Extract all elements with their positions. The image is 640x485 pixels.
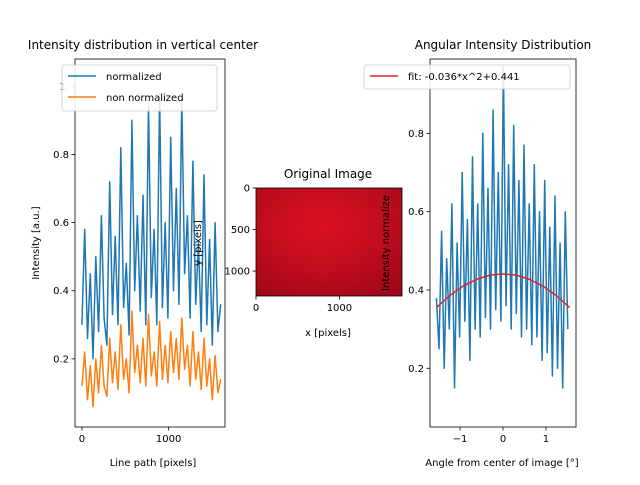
legend-box-1 <box>61 64 218 112</box>
legend-box-3 <box>363 64 571 90</box>
legend-label-normalized: normalized <box>106 72 162 83</box>
x-axis-label-2: x [pixels] <box>305 328 351 339</box>
x-tick-label-3-1: −1 <box>453 434 468 445</box>
legend-1: normalized non normalized <box>61 64 218 112</box>
legend-label-non-normalized: non normalized <box>106 93 184 104</box>
x-tick-label-3-0: 0 <box>500 434 506 445</box>
x-axis-label-3: Angle from center of image [°] <box>425 458 578 469</box>
chart-title-2: Original Image <box>284 167 372 181</box>
series-line-3-s0 <box>435 66 569 389</box>
axes-frame-1 <box>74 58 226 428</box>
x-tick-label-2-0: 0 <box>253 303 259 314</box>
y-tick-label-2-500: 500 <box>231 225 250 236</box>
axes-frame-2 <box>255 187 403 297</box>
x-tick-label-2-1000: 1000 <box>327 303 352 314</box>
series-line-3-fit-0-036-x-2-0-441 <box>435 273 571 309</box>
y-tick-label-1-0-8: 0.8 <box>53 150 69 161</box>
y-axis-label-2: y [pixels] <box>193 220 204 266</box>
y-tick-label-1-0-4: 0.4 <box>53 286 69 297</box>
y-tick-label-2-0: 0 <box>244 184 250 195</box>
y-axis-label-1: Intensity [a.u.] <box>31 206 42 279</box>
panel-angular-intensity: Angular Intensity Distribution −1 0 1 0.2 0.… <box>363 38 592 469</box>
chart-title-1: Intensity distribution in vertical cente… <box>28 38 258 52</box>
y-tick-label-3-0-6: 0.6 <box>408 207 424 218</box>
legend-label-fit: fit: -0.036*x^2+0.441 <box>408 72 520 83</box>
y-tick-label-1-0-2: 0.2 <box>53 354 69 365</box>
x-axis-label-1: Line path [pixels] <box>110 458 197 469</box>
y-tick-label-3-0-4: 0.4 <box>408 285 424 296</box>
y-tick-label-3-0-8: 0.8 <box>408 129 424 140</box>
series-line-1-non-normalized <box>81 310 222 408</box>
y-tick-label-2-1000: 1000 <box>225 267 250 278</box>
image-noise <box>256 188 402 296</box>
panel-intensity-vertical: Intensity distribution in vertical cente… <box>28 38 258 469</box>
y-tick-label-3-0-2: 0.2 <box>408 364 424 375</box>
x-tick-label-1-1000: 1000 <box>156 434 181 445</box>
x-tick-label-3-1: 1 <box>543 434 549 445</box>
x-tick-label-1-0: 0 <box>79 434 85 445</box>
chart-title-3: Angular Intensity Distribution <box>415 38 592 52</box>
y-axis-label-3: Intensity normalize <box>381 195 392 291</box>
series-line-1-normalized <box>81 92 222 360</box>
legend-3: fit: -0.036*x^2+0.441 <box>363 64 571 90</box>
y-tick-label-1-0-6: 0.6 <box>53 218 69 229</box>
